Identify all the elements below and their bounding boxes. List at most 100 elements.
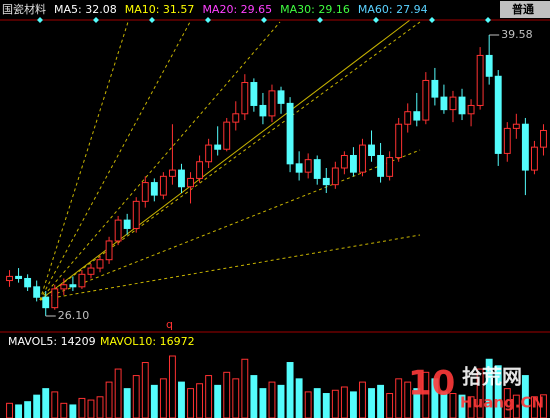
volume-legend: MAVOL10: 16972 bbox=[100, 335, 195, 348]
marker: q bbox=[166, 318, 173, 331]
volume-bar bbox=[377, 384, 385, 418]
candle-body bbox=[87, 267, 95, 275]
legend-entry: MA10: 31.57 bbox=[125, 3, 195, 16]
candle-body bbox=[132, 200, 140, 229]
candle-body bbox=[105, 240, 113, 261]
volume-legend: MAVOL5: 14209 bbox=[8, 335, 96, 348]
annotation: 26.10 bbox=[58, 309, 90, 322]
candle-body bbox=[159, 175, 167, 196]
candle-body bbox=[141, 182, 149, 202]
fan-lines bbox=[39, 21, 421, 301]
volume-bar bbox=[214, 384, 222, 418]
volume-bar bbox=[476, 368, 484, 418]
volume-bar bbox=[540, 394, 547, 418]
watermark-site: 拾荒网 bbox=[462, 365, 522, 389]
candle-body bbox=[368, 144, 375, 156]
volume-bar bbox=[15, 404, 23, 418]
watermark-number: 10 bbox=[408, 364, 455, 404]
candle-body bbox=[467, 104, 475, 115]
candle-body bbox=[6, 275, 13, 282]
volume-bar bbox=[503, 388, 511, 418]
volume-bar bbox=[232, 378, 240, 418]
volume-bar bbox=[60, 402, 68, 418]
trend-line bbox=[39, 19, 411, 301]
volume-bar bbox=[223, 371, 231, 418]
cycle-marker bbox=[93, 17, 99, 23]
candle-body bbox=[440, 96, 448, 111]
candle-body bbox=[304, 159, 312, 173]
candle-body bbox=[277, 90, 285, 104]
volume-bar bbox=[187, 388, 194, 418]
volume-bar bbox=[458, 394, 466, 418]
cycle-marker bbox=[317, 17, 323, 23]
volume-bar bbox=[87, 399, 95, 418]
candle-body bbox=[250, 82, 258, 106]
volume-bar bbox=[386, 393, 394, 418]
legend-entry: MA20: 29.65 bbox=[202, 3, 272, 16]
candle-body bbox=[241, 82, 249, 115]
volume-bar bbox=[277, 384, 285, 418]
volume-bar bbox=[422, 371, 430, 418]
volume-bar bbox=[395, 378, 403, 418]
candle-body bbox=[431, 79, 439, 98]
volume-bar bbox=[286, 362, 294, 418]
candle-body bbox=[78, 273, 86, 288]
legend-entry: MA5: 32.08 bbox=[54, 3, 117, 16]
candle-body bbox=[413, 111, 421, 121]
volume-bar bbox=[322, 393, 330, 418]
volume-bar bbox=[268, 381, 276, 418]
candle-body bbox=[42, 296, 50, 309]
volume-bar bbox=[168, 355, 176, 418]
volume-bar bbox=[96, 396, 104, 418]
volume-bar bbox=[114, 368, 122, 418]
candle-body bbox=[386, 157, 394, 177]
cycle-marker bbox=[429, 17, 435, 23]
candle-body bbox=[349, 154, 357, 173]
candle-body bbox=[313, 159, 321, 179]
candle-body bbox=[15, 275, 23, 279]
stock-name: 国瓷材料 bbox=[2, 2, 46, 16]
candle-body bbox=[123, 219, 131, 229]
volume-bar bbox=[440, 391, 448, 418]
volume-bar bbox=[150, 384, 158, 418]
candle-body bbox=[404, 111, 412, 125]
candle-body bbox=[168, 169, 176, 177]
volume-bar bbox=[413, 388, 421, 418]
candle-body bbox=[476, 54, 484, 106]
volume-bar bbox=[259, 388, 267, 418]
volume-bar bbox=[241, 358, 249, 418]
candle-body bbox=[259, 104, 267, 117]
cycle-marker bbox=[485, 17, 491, 23]
candle-body bbox=[340, 154, 348, 169]
candle-body bbox=[359, 144, 366, 173]
candle-body bbox=[268, 90, 276, 117]
candle-body bbox=[114, 219, 122, 242]
volume-bar bbox=[512, 394, 520, 418]
candle-body bbox=[485, 54, 493, 77]
candle-body bbox=[322, 177, 330, 186]
volume-bar bbox=[42, 388, 50, 418]
cycle-marker bbox=[37, 17, 43, 23]
candle-body bbox=[395, 123, 403, 159]
cycle-marker bbox=[261, 17, 267, 23]
volume-bar bbox=[304, 391, 312, 418]
volume-bar bbox=[132, 375, 140, 418]
candle-body bbox=[51, 288, 59, 309]
button-label[interactable]: 普通 bbox=[512, 2, 534, 16]
candle-body bbox=[295, 163, 303, 173]
volume-bar bbox=[178, 381, 185, 418]
candle-body bbox=[449, 96, 457, 111]
candle-body bbox=[458, 96, 466, 115]
volume-bar bbox=[205, 375, 213, 418]
volume-bar bbox=[24, 401, 32, 418]
volume-bar bbox=[51, 391, 59, 418]
candle-body bbox=[503, 127, 511, 154]
volume-bar bbox=[295, 378, 303, 418]
button[interactable] bbox=[500, 1, 550, 18]
volume-bar bbox=[349, 391, 357, 418]
volume-bar bbox=[6, 402, 13, 418]
candle-body bbox=[223, 121, 231, 150]
legend-entry: MA30: 29.16 bbox=[280, 3, 350, 16]
candle-body bbox=[196, 161, 204, 179]
